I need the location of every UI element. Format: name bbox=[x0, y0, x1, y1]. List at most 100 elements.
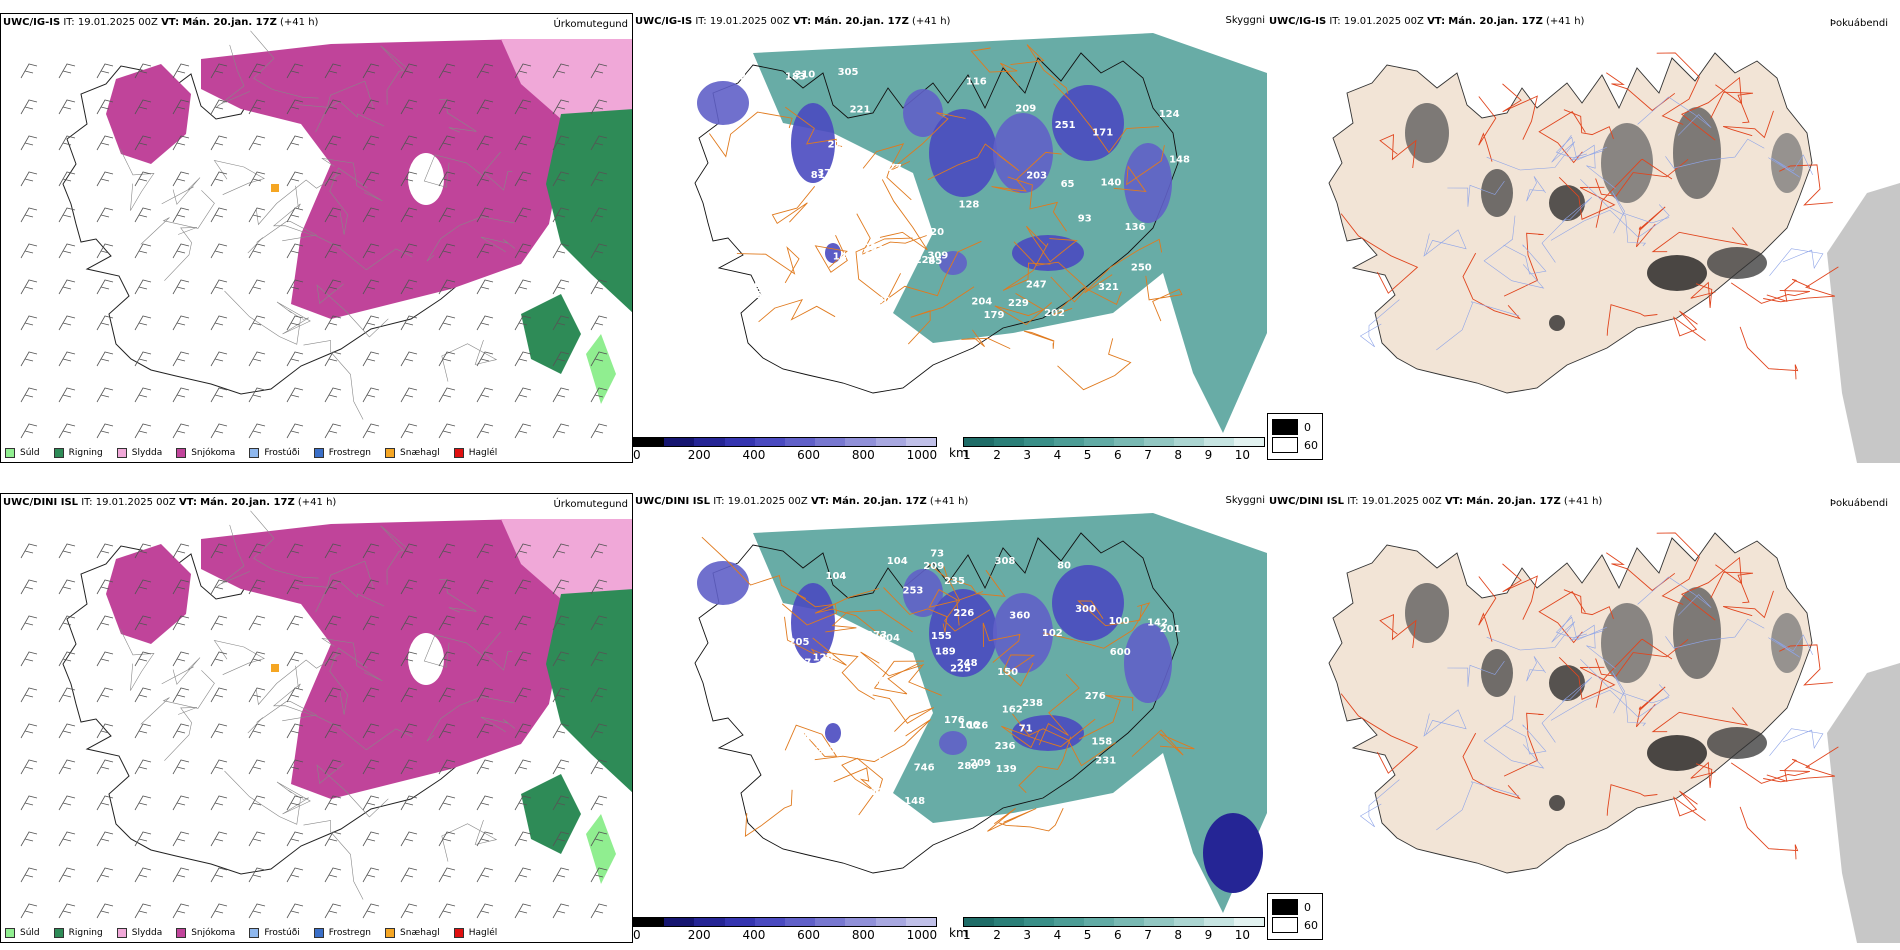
colorbar-ticks: 0 200 400 600 800 1000 bbox=[633, 447, 937, 462]
offshore-fog-area bbox=[1827, 183, 1900, 463]
colorbar-cell bbox=[994, 918, 1024, 926]
cloud-base-label: 231 bbox=[1095, 755, 1116, 766]
legend-label: Haglél bbox=[468, 448, 498, 458]
graupel-spot bbox=[271, 184, 279, 192]
rain-area bbox=[546, 589, 632, 793]
road-network bbox=[1340, 52, 1839, 380]
road-network bbox=[119, 30, 516, 420]
cloud-base-label: 247 bbox=[1026, 279, 1047, 290]
fog-indicator-area bbox=[1481, 169, 1513, 217]
legend-swatch bbox=[453, 928, 464, 938]
cloud-base-label: 123 bbox=[732, 71, 753, 82]
cloud-map-row1: 120 81 183 93 342 221 224 95 107 65 140 116 123 257 16… bbox=[694, 33, 1267, 433]
cloud-base-label: 179 bbox=[984, 310, 1005, 321]
offshore-fog-area bbox=[1827, 663, 1900, 943]
fog-legend-value: 0 bbox=[1304, 420, 1311, 434]
cloud-base-label: 209 bbox=[970, 758, 991, 769]
cloud-base-label: 308 bbox=[995, 556, 1016, 567]
colorbar-cell bbox=[1114, 918, 1144, 926]
colorbar-cell bbox=[1024, 438, 1054, 446]
colorbar-tick-label: 1000 bbox=[906, 928, 938, 942]
cloud-base-label: 124 bbox=[1159, 109, 1180, 120]
cloud-base-label: 189 bbox=[796, 695, 817, 706]
colorbar-tick-label: 200 bbox=[687, 448, 711, 462]
cloud-base-label: 705 bbox=[844, 788, 865, 799]
cloud-base-label: 139 bbox=[996, 764, 1017, 775]
precip-title-row2: Úrkomutegund bbox=[553, 499, 628, 510]
colorbar-tick-label: 1 bbox=[963, 448, 971, 462]
colorbar-tick-label: 7 bbox=[1144, 448, 1152, 462]
cloud-base-label: 257 bbox=[1084, 320, 1105, 331]
fog-indicator-area bbox=[1405, 103, 1449, 163]
legend-item: Frostregn bbox=[313, 928, 372, 938]
legend-label: Súld bbox=[20, 448, 40, 458]
colorbar-tick-label: 600 bbox=[797, 448, 821, 462]
low-cloud-area bbox=[903, 89, 943, 137]
low-cloud-area bbox=[1124, 623, 1172, 703]
fog-legend-swatch bbox=[1272, 437, 1298, 453]
colorbar-cell bbox=[815, 438, 846, 446]
fog-indicator-area bbox=[1647, 255, 1707, 291]
colorbar-tick-label: 800 bbox=[851, 928, 875, 942]
cloud-base-label: 140 bbox=[833, 252, 854, 263]
colorbar-tick-label: 4 bbox=[1053, 928, 1062, 942]
cloud-base-label: 176 bbox=[944, 715, 965, 726]
colorbar-cell bbox=[1054, 918, 1084, 926]
cloud-base-label: 120 bbox=[923, 227, 944, 238]
fog-indicator-area bbox=[1707, 727, 1767, 759]
cloud-base-label: 96 bbox=[748, 685, 762, 696]
colorbar-tick-label: 3 bbox=[1023, 928, 1032, 942]
cloud-base-label: 209 bbox=[1015, 104, 1036, 115]
fog-legend-row: 60 bbox=[1272, 437, 1318, 453]
fog-legend-row: 0 bbox=[1272, 419, 1318, 435]
legend-swatch bbox=[453, 448, 464, 458]
legend-label: Snæhagl bbox=[400, 928, 440, 938]
colorbar-cell bbox=[875, 438, 906, 446]
cloud-base-label: 100 bbox=[1109, 616, 1130, 627]
fog-indicator-area bbox=[1549, 795, 1565, 811]
legend-label: Frostregn bbox=[328, 928, 372, 938]
fog-indicator-area bbox=[1647, 735, 1707, 771]
snow-area-westfjords bbox=[106, 64, 191, 164]
legend-label: Snæhagl bbox=[400, 448, 440, 458]
cloud-base-label: 235 bbox=[944, 576, 965, 587]
cloud-base-label: 360 bbox=[1009, 610, 1030, 621]
colorbar-tick-label: 200 bbox=[687, 928, 711, 942]
cloud-base-label: 746 bbox=[914, 762, 935, 773]
colorbar-ticks: 0 200 400 600 800 1000 bbox=[633, 927, 938, 942]
fog-legend-swatch bbox=[1272, 899, 1298, 915]
cloud-base-label: 202 bbox=[1044, 308, 1065, 319]
cloud-base-label: 117 bbox=[1108, 320, 1129, 331]
low-visibility-area bbox=[753, 33, 1267, 433]
fog-indicator-area bbox=[1481, 649, 1513, 697]
colorbar-cell bbox=[905, 438, 937, 446]
cloud-base-label: 127 bbox=[881, 163, 902, 174]
legend-label: Slydda bbox=[131, 928, 163, 938]
legend-swatch bbox=[313, 448, 324, 458]
colorbar-tick-label: 5 bbox=[1083, 928, 1092, 942]
road-network bbox=[119, 510, 516, 900]
low-cloud-area bbox=[825, 723, 841, 743]
cloud-base-label: 300 bbox=[1075, 604, 1096, 615]
cloud-base-label: 236 bbox=[995, 741, 1016, 752]
rain-patch bbox=[521, 774, 581, 854]
legend-item: Frostúði bbox=[249, 928, 300, 938]
colorbar-tick-label: 400 bbox=[742, 448, 766, 462]
cloud-base-label: 309 bbox=[927, 250, 948, 261]
cloud-base-label: 104 bbox=[826, 571, 847, 582]
fog-legend-row: 60 bbox=[1272, 917, 1318, 933]
cloud-base-label: 107 bbox=[772, 762, 793, 773]
cloud-base-label: 73 bbox=[930, 549, 944, 560]
colorbar-cell bbox=[1234, 918, 1264, 926]
snow-area bbox=[201, 519, 566, 799]
cloud-title-row1: Skyggni bbox=[1225, 15, 1265, 26]
colorbar-cell bbox=[1204, 918, 1234, 926]
cloud-base-label: 255 bbox=[863, 243, 884, 254]
cloud-base-label: 137 bbox=[791, 658, 812, 669]
cloud-base-label: 210 bbox=[794, 70, 815, 81]
colorbar-ticks: 1 2 3 4 5 6 7 8 9 10 bbox=[963, 447, 1265, 462]
colorbar-tick-label: 6 bbox=[1114, 448, 1122, 462]
colorbar-unit: km bbox=[949, 446, 968, 460]
wind-barbs bbox=[20, 543, 608, 919]
colorbar-cell bbox=[964, 918, 994, 926]
